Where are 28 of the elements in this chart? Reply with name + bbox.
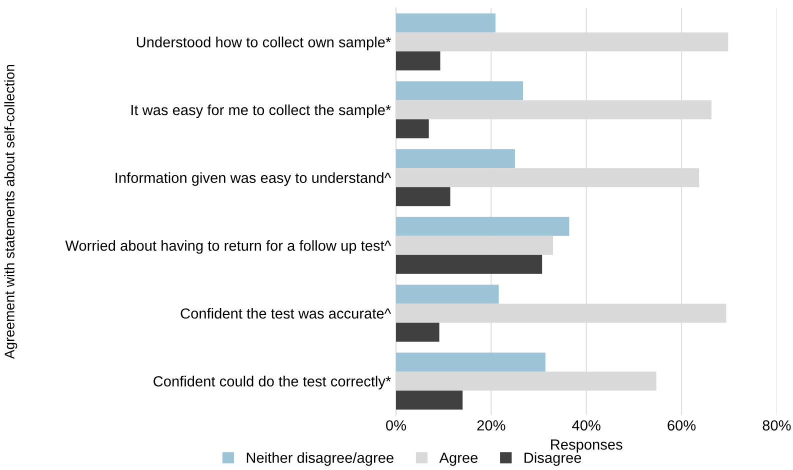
x-tick-label: 40% <box>572 420 600 431</box>
y-axis-title: Agreement with statements about self-collection <box>4 64 18 359</box>
legend-label: Disagree <box>524 452 582 466</box>
bar <box>396 119 429 138</box>
bar <box>396 322 440 342</box>
bar <box>396 390 463 410</box>
x-axis-title: Responses <box>551 440 622 453</box>
y-tick-label: Worried about having to return for a follow up test^ <box>65 240 392 254</box>
bar <box>396 81 524 100</box>
y-tick-label: It was easy for me to collect the sample* <box>132 104 391 118</box>
x-tick-label: 80% <box>762 420 791 431</box>
bar <box>396 51 440 70</box>
x-tick-label: 60% <box>668 420 696 431</box>
legend-label: Neither disagree/agree <box>246 452 394 466</box>
legend-label: Agree <box>439 452 478 466</box>
y-tick-label: Information given was easy to understand^ <box>116 172 392 186</box>
y-tick-label: Confident could do the test correctly* <box>154 376 391 390</box>
bar <box>396 187 450 206</box>
y-tick-label: Confident the test was accurate^ <box>180 308 392 319</box>
x-tick-label: 20% <box>477 420 506 431</box>
bar <box>396 13 496 32</box>
x-tick-label: 0% <box>386 420 406 431</box>
bar <box>396 216 570 236</box>
bar <box>396 284 499 304</box>
bar <box>396 149 515 168</box>
bar <box>396 254 542 274</box>
y-tick-label: Understood how to collect own sample* <box>136 36 391 50</box>
bar <box>396 352 546 372</box>
